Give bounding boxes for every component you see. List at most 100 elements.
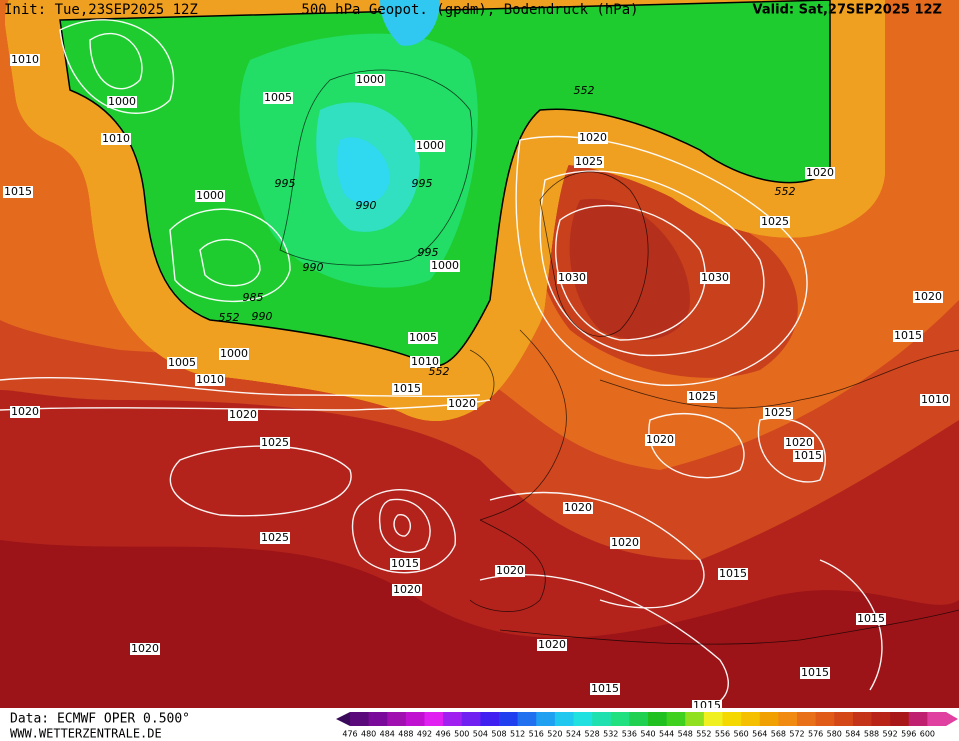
- isobar-label-bg: [805, 167, 835, 179]
- isobar-label: 1010: [921, 393, 949, 406]
- colorbar-label: 568: [771, 730, 786, 739]
- valid-time: Valid: Sat,27SEP2025 12Z: [753, 3, 942, 18]
- colorbar-cell: [908, 712, 928, 726]
- isobar-label: 1020: [646, 433, 674, 446]
- isobar-label: 1015: [794, 449, 822, 462]
- colorbar-arrow-right: [946, 712, 958, 726]
- isobar-label: 1015: [4, 185, 32, 198]
- isobar-label-bg: [355, 74, 385, 86]
- isobar-label: 1015: [801, 666, 829, 679]
- isobar-label: 985: [243, 291, 264, 304]
- isobar-label: 1025: [261, 436, 289, 449]
- isobar-label: 1000: [220, 347, 248, 360]
- isobar-label-bg: [495, 565, 525, 577]
- isobar-label: 1020: [538, 638, 566, 651]
- colorbar-label: 520: [547, 730, 562, 739]
- isobar-label-bg: [718, 568, 748, 580]
- isobar-label: 552: [574, 84, 595, 97]
- colorbar-label: 512: [510, 730, 525, 739]
- colorbar-label: 560: [733, 730, 748, 739]
- isobar-label: 552: [219, 311, 240, 324]
- isobar-label: 990: [303, 261, 324, 274]
- colorbar-cell: [648, 712, 668, 726]
- isobar-label-bg: [195, 190, 225, 202]
- colorbar-cell: [685, 712, 705, 726]
- isobar-label-bg: [610, 537, 640, 549]
- colorbar-label: 576: [808, 730, 823, 739]
- isobar-label-bg: [578, 132, 608, 144]
- colorbar-label: 556: [715, 730, 730, 739]
- colorbar-label: 564: [752, 730, 767, 739]
- isobar-label-bg: [3, 186, 33, 198]
- isobar-label-bg: [10, 406, 40, 418]
- colorbar-cell: [368, 712, 388, 726]
- isobar-label: 1010: [411, 355, 439, 368]
- colorbar-cell: [852, 712, 872, 726]
- colorbar-label: 492: [417, 730, 432, 739]
- isobar-label: 1020: [914, 290, 942, 303]
- colorbar-cell: [666, 712, 686, 726]
- isobar-label: 1030: [558, 271, 586, 284]
- isobar-label-bg: [590, 683, 620, 695]
- colorbar-label: 532: [603, 730, 618, 739]
- colorbar-label: 496: [435, 730, 450, 739]
- isobar-label-bg: [408, 332, 438, 344]
- isobar-label-bg: [219, 348, 249, 360]
- isobar-label-bg: [101, 133, 131, 145]
- isobar-label-bg: [763, 407, 793, 419]
- colorbar-cell: [759, 712, 779, 726]
- isobar-label: 990: [252, 310, 273, 323]
- isobar-label-bg: [800, 667, 830, 679]
- isobar-label: 1025: [575, 155, 603, 168]
- isobar-label-bg: [228, 409, 258, 421]
- colorbar-label: 528: [584, 730, 599, 739]
- isobar-label: 1025: [761, 215, 789, 228]
- isobar-label-bg: [893, 330, 923, 342]
- isobar-label-bg: [920, 394, 950, 406]
- colorbar-label: 540: [640, 730, 655, 739]
- isobar-label-bg: [130, 643, 160, 655]
- colorbar-cell: [741, 712, 761, 726]
- isobar-label: 1020: [806, 166, 834, 179]
- colorbar-cell: [815, 712, 835, 726]
- isobar-label-bg: [557, 272, 587, 284]
- colorbar-cell: [499, 712, 519, 726]
- colorbar-label: 588: [864, 730, 879, 739]
- data-source: Data: ECMWF OPER 0.500°: [10, 712, 190, 727]
- isobar-label-bg: [760, 216, 790, 228]
- isobar-label: 1010: [196, 373, 224, 386]
- isobar-label: 552: [429, 365, 450, 378]
- colorbar-cell: [592, 712, 612, 726]
- colorbar-cell: [461, 712, 481, 726]
- colorbar-arrow-left: [336, 712, 350, 726]
- colorbar-cell: [536, 712, 556, 726]
- colorbar-cell: [517, 712, 537, 726]
- isobar-label: 995: [412, 177, 433, 190]
- colorbar-cell: [573, 712, 593, 726]
- isobar-label: 1030: [701, 271, 729, 284]
- colorbar-cell: [722, 712, 742, 726]
- isobar-label: 995: [275, 177, 296, 190]
- colorbar-cell: [927, 712, 947, 726]
- isobar-label: 1010: [102, 132, 130, 145]
- isobar-label: 1005: [409, 331, 437, 344]
- colorbar-label: 592: [882, 730, 897, 739]
- isobar-label: 1020: [785, 436, 813, 449]
- isobar-label-bg: [167, 357, 197, 369]
- colorbar-label: 584: [845, 730, 860, 739]
- isobar-label: 1000: [416, 139, 444, 152]
- isobar-label: 1020: [131, 642, 159, 655]
- isobar-label: 1025: [688, 390, 716, 403]
- colorbar-label: 504: [473, 730, 488, 739]
- colorbar-label: 536: [622, 730, 637, 739]
- colorbar-label: 484: [380, 730, 395, 739]
- colorbar-label: 516: [529, 730, 544, 739]
- isobar-label-bg: [10, 54, 40, 66]
- colorbar-cell: [778, 712, 798, 726]
- isobar-label: 1020: [448, 397, 476, 410]
- colorbar-label: 508: [491, 730, 506, 739]
- isobar-label-bg: [784, 437, 814, 449]
- map-title: 500 hPa Geopot. (gpdm), Bodendruck (hPa): [301, 2, 638, 18]
- init-time: Init: Tue,23SEP2025 12Z: [4, 2, 198, 18]
